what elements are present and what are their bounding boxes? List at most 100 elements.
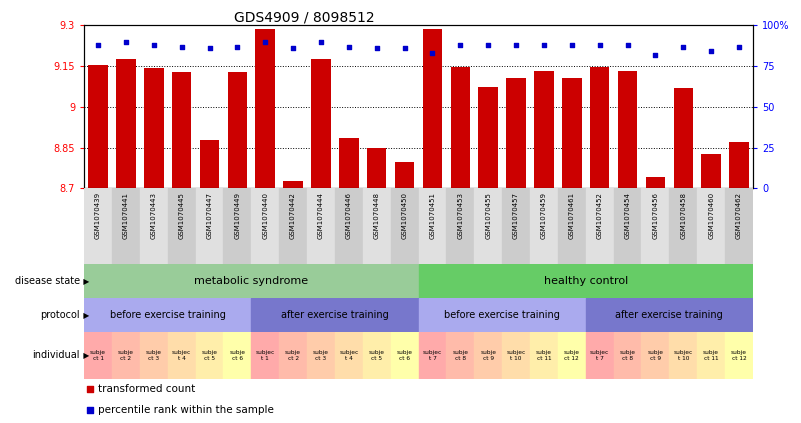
Bar	[223, 188, 252, 264]
Bar	[502, 332, 530, 379]
Point	[315, 38, 328, 45]
Bar	[284, 181, 303, 188]
Bar	[557, 332, 586, 379]
Text: healthy control: healthy control	[544, 276, 628, 286]
Bar	[307, 332, 335, 379]
Bar	[167, 188, 195, 264]
Point	[705, 48, 718, 55]
Text: subje
ct 3: subje ct 3	[146, 350, 162, 360]
Bar	[670, 188, 697, 264]
Bar	[195, 332, 223, 379]
Point	[287, 45, 300, 52]
Text: subje
ct 12: subje ct 12	[731, 350, 747, 360]
Bar	[478, 87, 498, 188]
Bar	[84, 264, 418, 298]
Text: GSM1070462: GSM1070462	[736, 192, 742, 239]
Bar	[223, 332, 252, 379]
Bar	[646, 177, 665, 188]
Text: subje
ct 8: subje ct 8	[453, 350, 469, 360]
Bar	[307, 188, 335, 264]
Bar	[446, 188, 474, 264]
Bar	[252, 332, 280, 379]
Bar	[614, 188, 642, 264]
Point	[175, 43, 188, 50]
Text: subje
ct 12: subje ct 12	[564, 350, 580, 360]
Point	[91, 41, 104, 48]
Text: ▶: ▶	[81, 277, 89, 286]
Bar	[112, 332, 140, 379]
Bar	[506, 78, 525, 188]
Bar	[256, 30, 275, 188]
Text: GSM1070443: GSM1070443	[151, 192, 157, 239]
Text: subje
ct 9: subje ct 9	[647, 350, 663, 360]
Bar	[586, 298, 753, 332]
Text: GSM1070444: GSM1070444	[318, 192, 324, 239]
Bar	[702, 154, 721, 188]
Point	[83, 407, 96, 413]
Bar	[84, 332, 112, 379]
Bar	[363, 332, 391, 379]
Text: subje
ct 2: subje ct 2	[118, 350, 134, 360]
Bar	[502, 188, 530, 264]
Bar	[451, 67, 470, 188]
Text: GSM1070452: GSM1070452	[597, 192, 602, 239]
Point	[454, 41, 467, 48]
Bar	[418, 298, 586, 332]
Bar	[474, 188, 502, 264]
Text: subjec
t 7: subjec t 7	[590, 350, 610, 360]
Text: subje
ct 6: subje ct 6	[396, 350, 413, 360]
Text: GSM1070458: GSM1070458	[680, 192, 686, 239]
Point	[733, 43, 746, 50]
Bar	[729, 142, 749, 188]
Text: after exercise training: after exercise training	[281, 310, 388, 320]
Bar	[423, 30, 442, 188]
Bar	[335, 188, 363, 264]
Text: GSM1070461: GSM1070461	[569, 192, 575, 239]
Text: disease state: disease state	[15, 276, 80, 286]
Bar	[586, 332, 614, 379]
Point	[83, 385, 96, 392]
Text: GSM1070456: GSM1070456	[652, 192, 658, 239]
Bar	[418, 264, 753, 298]
Bar	[280, 332, 307, 379]
Bar	[530, 332, 557, 379]
Text: subje
ct 1: subje ct 1	[90, 350, 106, 360]
Point	[594, 41, 606, 48]
Text: before exercise training: before exercise training	[110, 310, 226, 320]
Point	[231, 43, 244, 50]
Text: transformed count: transformed count	[98, 384, 195, 394]
Bar	[84, 298, 252, 332]
Bar	[84, 188, 112, 264]
Text: GSM1070439: GSM1070439	[95, 192, 101, 239]
Text: GSM1070440: GSM1070440	[262, 192, 268, 239]
Text: GSM1070451: GSM1070451	[429, 192, 436, 239]
Text: after exercise training: after exercise training	[615, 310, 723, 320]
Bar	[590, 67, 610, 188]
Text: subje
ct 6: subje ct 6	[229, 350, 245, 360]
Bar	[116, 59, 135, 188]
Bar	[391, 188, 418, 264]
Bar	[418, 332, 446, 379]
Text: subje
ct 11: subje ct 11	[703, 350, 719, 360]
Bar	[367, 148, 386, 188]
Text: GSM1070449: GSM1070449	[235, 192, 240, 239]
Bar	[446, 332, 474, 379]
Bar	[391, 332, 418, 379]
Bar	[670, 332, 697, 379]
Bar	[280, 188, 307, 264]
Bar	[252, 188, 280, 264]
Text: GDS4909 / 8098512: GDS4909 / 8098512	[234, 11, 375, 25]
Point	[426, 49, 439, 56]
Point	[259, 38, 272, 45]
Bar	[534, 71, 553, 188]
Text: subje
ct 8: subje ct 8	[619, 350, 635, 360]
Text: GSM1070441: GSM1070441	[123, 192, 129, 239]
Point	[537, 41, 550, 48]
Text: subjec
t 4: subjec t 4	[172, 350, 191, 360]
Text: GSM1070442: GSM1070442	[290, 192, 296, 239]
Point	[119, 38, 132, 45]
Text: subje
ct 3: subje ct 3	[313, 350, 329, 360]
Point	[509, 41, 522, 48]
Point	[481, 41, 494, 48]
Text: individual: individual	[33, 350, 80, 360]
